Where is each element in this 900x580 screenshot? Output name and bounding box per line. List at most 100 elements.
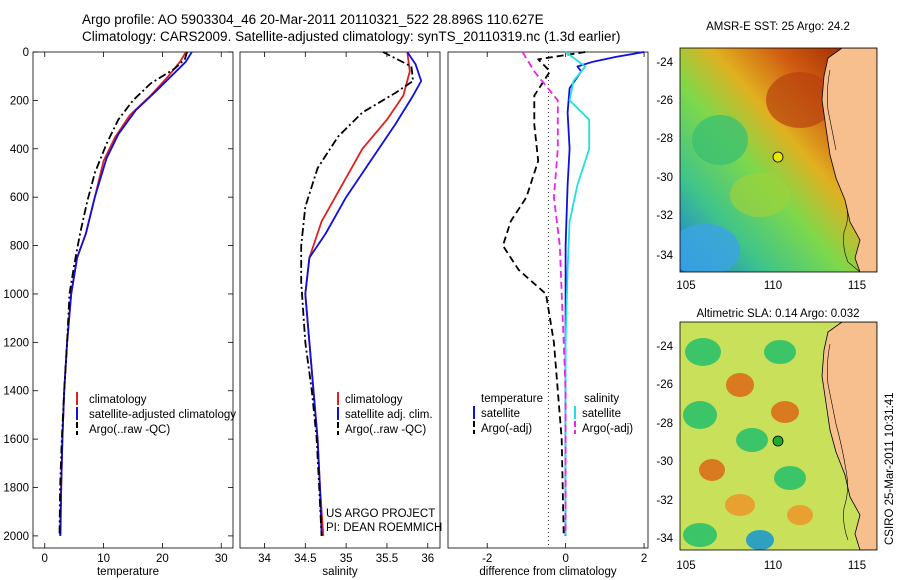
- y-tick-label: 400: [10, 144, 29, 156]
- map-xtick-label: 115: [848, 560, 866, 572]
- map-ytick-label: -30: [656, 172, 673, 184]
- sla-map-frame: [679, 321, 878, 551]
- sla-high-eddy: [699, 459, 725, 481]
- x-tick-label: 10: [97, 553, 110, 565]
- map-xtick-label: 115: [848, 280, 866, 292]
- sla-low-eddy: [736, 428, 768, 452]
- legend-header-temperature: temperature: [481, 393, 543, 405]
- sst-map-field: [680, 48, 877, 272]
- x-tick-label: -2: [482, 553, 492, 565]
- map-ytick-label: -32: [656, 210, 673, 222]
- legend-label-argo: Argo(..raw -QC): [345, 424, 426, 436]
- y-tick-label: 600: [10, 192, 29, 204]
- y-tick-label: 800: [10, 241, 29, 253]
- sla-high-eddy: [787, 505, 813, 525]
- sla-map-ticks: -24 -26 -28 -30 -32 -34 105 110 115: [656, 341, 866, 572]
- map-ytick-label: -30: [656, 456, 673, 468]
- legend-label-argo: Argo(..raw -QC): [89, 424, 170, 436]
- salinity-lines: [300, 51, 423, 536]
- sla-map: Altimetric SLA: 0.14 Argo: 0.032 -24 -26…: [656, 308, 878, 572]
- land-australia: [821, 48, 877, 272]
- sla-low-eddy: [764, 340, 796, 364]
- temperature-legend: climatology satellite-adjusted climatolo…: [76, 392, 236, 436]
- map-ytick-label: -24: [656, 57, 673, 69]
- series-line-salinity-satellite: [564, 51, 591, 536]
- temperature-lines: [58, 51, 193, 536]
- sst-mid-patch: [730, 173, 790, 217]
- project-annotation-line2: PI: DEAN ROEMMICH: [326, 522, 442, 534]
- difference-ticks: -2 0 2: [482, 52, 647, 565]
- shelf-contour: [827, 69, 837, 151]
- difference-legend: temperature salinity satellite Argo(-adj…: [473, 393, 633, 435]
- map-ytick-label: -34: [656, 250, 673, 262]
- salinity-xlabel: salinity: [322, 566, 357, 578]
- series-line-argo-raw-qc: [300, 51, 415, 536]
- temperature-xlabel: temperature: [97, 566, 159, 578]
- sla-low-eddy: [774, 466, 806, 490]
- map-ytick-label: -26: [656, 95, 673, 107]
- argo-location-marker: [772, 435, 784, 447]
- y-tick-label: 1200: [3, 337, 29, 349]
- temperature-ticks: 0 10 20 30 0 200 400 600 800 1000 1200 1400 1600 1800…: [3, 47, 233, 565]
- legend-header-salinity: salinity: [584, 393, 619, 405]
- land-australia: [821, 322, 877, 550]
- x-tick-label: 34: [258, 553, 271, 565]
- map-ytick-label: -32: [656, 495, 673, 507]
- x-tick-label: 35: [340, 553, 353, 565]
- legend-label-salinity-satellite: satellite: [582, 408, 621, 420]
- sla-high-eddy: [725, 494, 755, 516]
- x-tick-label: 36: [421, 553, 434, 565]
- legend-label-salinity-argo: Argo(-adj): [582, 423, 633, 435]
- sla-low-eddy: [685, 338, 721, 366]
- map-xtick-label: 105: [676, 280, 695, 292]
- sst-map-title: AMSR-E SST: 25 Argo: 24.2: [706, 21, 850, 33]
- map-xtick-label: 110: [764, 560, 782, 572]
- csiro-timestamp: CSIRO 25-Mar-2011 10:31:41: [884, 392, 896, 545]
- sla-map-title: Altimetric SLA: 0.14 Argo: 0.032: [696, 308, 859, 320]
- series-line-satellite-adj-clim: [304, 51, 423, 536]
- temperature-panel: 0 10 20 30 0 200 400 600 800 1000 1200 1400 1600 1800…: [3, 47, 236, 578]
- y-tick-label: 1800: [3, 483, 29, 495]
- legend-label-temperature-argo: Argo(-adj): [481, 423, 532, 435]
- salinity-plot-frame: [239, 51, 441, 549]
- map-xtick-label: 105: [676, 560, 695, 572]
- map-ytick-label: -24: [656, 341, 673, 353]
- sst-map: AMSR-E SST: 25 Argo: 24.2 -24 -26 -28 -3…: [656, 21, 878, 292]
- x-tick-label: 30: [215, 553, 228, 565]
- map-ytick-label: -26: [656, 379, 673, 391]
- legend-label-climatology: climatology: [89, 394, 147, 406]
- y-tick-label: 1600: [3, 434, 29, 446]
- temperature-plot-frame: [32, 51, 234, 549]
- legend-label-temperature-satellite: satellite: [481, 408, 520, 420]
- x-tick-label: 0: [562, 553, 568, 565]
- project-annotation-line1: US ARGO PROJECT: [326, 508, 435, 520]
- sla-low-eddy: [683, 401, 717, 429]
- y-tick-label: 1400: [3, 386, 29, 398]
- sla-high-eddy: [726, 373, 754, 397]
- salinity-panel: 34 34.5 35 35.5 36 salinity climatology sate…: [239, 51, 442, 578]
- figure-title-line1: Argo profile: AO 5903304_46 20-Mar-2011 …: [82, 12, 544, 27]
- y-tick-label: 1000: [3, 289, 29, 301]
- coastline-contour: [843, 203, 861, 272]
- map-ytick-label: -34: [656, 533, 673, 545]
- sla-high-eddy: [771, 401, 799, 423]
- sla-low-eddy: [683, 523, 717, 547]
- sst-map-ticks: -24 -26 -28 -30 -32 -34 105 110 115: [656, 57, 866, 292]
- difference-xlabel: difference from climatology: [479, 566, 616, 578]
- legend-label-satellite-adj: satellite adj. clim.: [345, 409, 433, 421]
- difference-plot-frame: [447, 51, 649, 549]
- shelf-contour: [827, 343, 849, 541]
- y-tick-label: 2000: [3, 531, 29, 543]
- salinity-legend: climatology satellite adj. clim. Argo(..…: [337, 392, 433, 436]
- x-tick-label: 0: [42, 553, 48, 565]
- sst-cool-patch: [692, 115, 748, 165]
- series-line-temperature-argo-adj: [501, 51, 586, 536]
- x-tick-label: 34.5: [294, 553, 316, 565]
- sst-cool-patch: [680, 224, 740, 272]
- argo-location-marker: [772, 151, 784, 163]
- difference-panel: -2 0 2 difference from climatology tempera…: [447, 51, 649, 578]
- legend-label-satellite-adjusted: satellite-adjusted climatology: [89, 409, 236, 421]
- sla-low-eddy: [746, 530, 774, 550]
- series-line-salinity-argo-adj: [521, 51, 567, 536]
